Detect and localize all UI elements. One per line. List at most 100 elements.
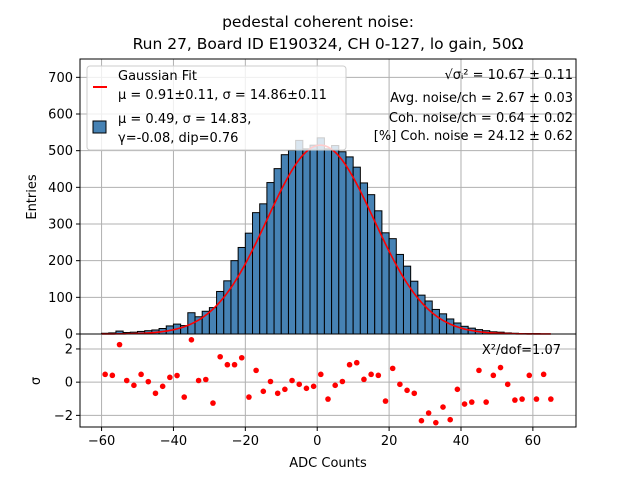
noise-annotations: √σᵢ² = 10.67 ± 0.11 Avg. noise/ch = 2.67… bbox=[374, 68, 573, 144]
residual-point bbox=[533, 396, 540, 402]
residual-point bbox=[210, 400, 216, 406]
residuals-y-ticks: −2 0 2 bbox=[54, 342, 80, 424]
residual-point bbox=[267, 378, 274, 385]
histogram-bar bbox=[244, 232, 254, 335]
histogram-bar bbox=[316, 137, 325, 335]
histogram-bar bbox=[323, 148, 333, 335]
residual-point bbox=[188, 337, 195, 343]
residual-point bbox=[540, 371, 547, 378]
residual-point bbox=[224, 361, 231, 368]
histogram-bar bbox=[438, 313, 448, 335]
residual-point bbox=[109, 372, 116, 379]
residual-point bbox=[174, 372, 180, 379]
residual-point bbox=[123, 377, 130, 384]
residual-point bbox=[397, 381, 403, 388]
residual-point bbox=[145, 378, 152, 385]
residual-point bbox=[411, 390, 418, 397]
histogram-bar bbox=[230, 260, 239, 335]
residual-point bbox=[461, 401, 468, 407]
residual-point bbox=[282, 386, 288, 393]
residual-point bbox=[389, 365, 396, 372]
residuals-xtick-label: −40 bbox=[160, 434, 187, 449]
residual-point bbox=[346, 361, 353, 368]
residual-point bbox=[152, 390, 159, 397]
residuals-xtick-label: 20 bbox=[381, 434, 398, 449]
residual-point bbox=[274, 390, 281, 397]
histogram-y-ticks: 0 100 200 300 400 500 600 700 bbox=[48, 71, 80, 343]
residuals-axes-frame bbox=[79, 333, 577, 428]
sqrt-sigma-symbol: √σᵢ² bbox=[444, 68, 468, 83]
residual-point bbox=[361, 376, 367, 383]
histogram-bar bbox=[331, 145, 340, 335]
residuals-xtick-label: 40 bbox=[453, 434, 470, 449]
residual-point bbox=[289, 377, 295, 384]
histogram-bar bbox=[338, 151, 347, 335]
histogram-bar bbox=[367, 194, 376, 335]
residual-point bbox=[339, 378, 346, 385]
histogram-panel: 0 100 200 300 400 500 600 700 Entries Gaussian … bbox=[25, 58, 577, 343]
histogram-bar bbox=[287, 149, 297, 335]
residual-point bbox=[195, 377, 202, 384]
residual-point bbox=[102, 371, 108, 378]
residual-point bbox=[504, 381, 511, 388]
histogram-ytick-label: 600 bbox=[48, 108, 73, 123]
residual-point bbox=[238, 354, 245, 361]
histogram-bar bbox=[295, 139, 304, 335]
histogram-ytick-label: 100 bbox=[48, 291, 73, 306]
histogram-bar bbox=[302, 148, 311, 335]
histogram-bar bbox=[237, 246, 246, 335]
residual-point bbox=[425, 410, 432, 416]
residuals-xtick-label: −20 bbox=[232, 434, 259, 449]
residual-point bbox=[202, 376, 209, 383]
legend-fit-params: μ = 0.91±0.11, σ = 14.86±0.11 bbox=[118, 88, 327, 103]
histogram-bar bbox=[359, 182, 369, 335]
annotation-sqrt-sigma: √σᵢ² = 10.67 ± 0.11 bbox=[444, 68, 573, 83]
residual-point bbox=[483, 399, 489, 405]
residuals-x-ticks: −60 −40 −20 0 20 40 60 bbox=[88, 427, 541, 449]
residual-point bbox=[332, 382, 338, 389]
legend-fit-label: Gaussian Fit bbox=[118, 69, 197, 84]
sqrt-sigma-value: = 10.67 ± 0.11 bbox=[469, 68, 573, 83]
residual-point bbox=[375, 372, 382, 379]
residual-point bbox=[167, 374, 173, 381]
histogram-ytick-label: 0 bbox=[65, 328, 73, 343]
residual-point bbox=[468, 399, 475, 405]
annotation-coh-noise: Coh. noise/ch = 0.64 ± 0.02 bbox=[389, 111, 573, 126]
residual-point bbox=[138, 371, 144, 378]
residual-point bbox=[476, 367, 482, 374]
residual-points bbox=[102, 337, 554, 426]
residual-point bbox=[433, 419, 439, 426]
residual-point bbox=[447, 416, 454, 423]
residual-point bbox=[404, 387, 410, 394]
histogram-ytick-label: 300 bbox=[48, 218, 73, 233]
histogram-bar bbox=[252, 212, 261, 335]
annotation-coh-noise-percent: [%] Coh. noise = 24.12 ± 0.62 bbox=[374, 129, 573, 144]
residual-point bbox=[253, 367, 259, 374]
residual-point bbox=[368, 371, 374, 378]
residual-point bbox=[303, 385, 310, 392]
residuals-ytick-label: −2 bbox=[54, 409, 73, 424]
legend-hist-params-1: μ = 0.49, σ = 14.83, bbox=[118, 112, 251, 127]
residual-point bbox=[548, 396, 554, 402]
residual-point bbox=[310, 383, 317, 390]
residual-point bbox=[181, 394, 188, 400]
residual-point bbox=[418, 417, 425, 424]
chart-title-line1: pedestal coherent noise: bbox=[222, 13, 414, 31]
histogram-bar bbox=[352, 166, 361, 335]
histogram-bar bbox=[417, 294, 426, 335]
chart-title-line2: Run 27, Board ID E190324, CH 0-127, lo g… bbox=[133, 35, 524, 53]
histogram-bar bbox=[402, 265, 412, 335]
residual-point bbox=[260, 388, 267, 395]
residuals-xtick-label: 0 bbox=[313, 434, 321, 449]
residual-point bbox=[519, 396, 525, 402]
residuals-xtick-label: −60 bbox=[88, 434, 115, 449]
residual-point bbox=[353, 359, 360, 366]
residual-point bbox=[246, 394, 252, 400]
histogram-ytick-label: 200 bbox=[48, 254, 73, 269]
histogram-bars bbox=[101, 137, 541, 335]
histogram-ytick-label: 500 bbox=[48, 144, 73, 159]
residual-point bbox=[440, 404, 446, 410]
residuals-grid bbox=[80, 334, 576, 427]
residuals-ytick-label: 2 bbox=[65, 342, 73, 357]
